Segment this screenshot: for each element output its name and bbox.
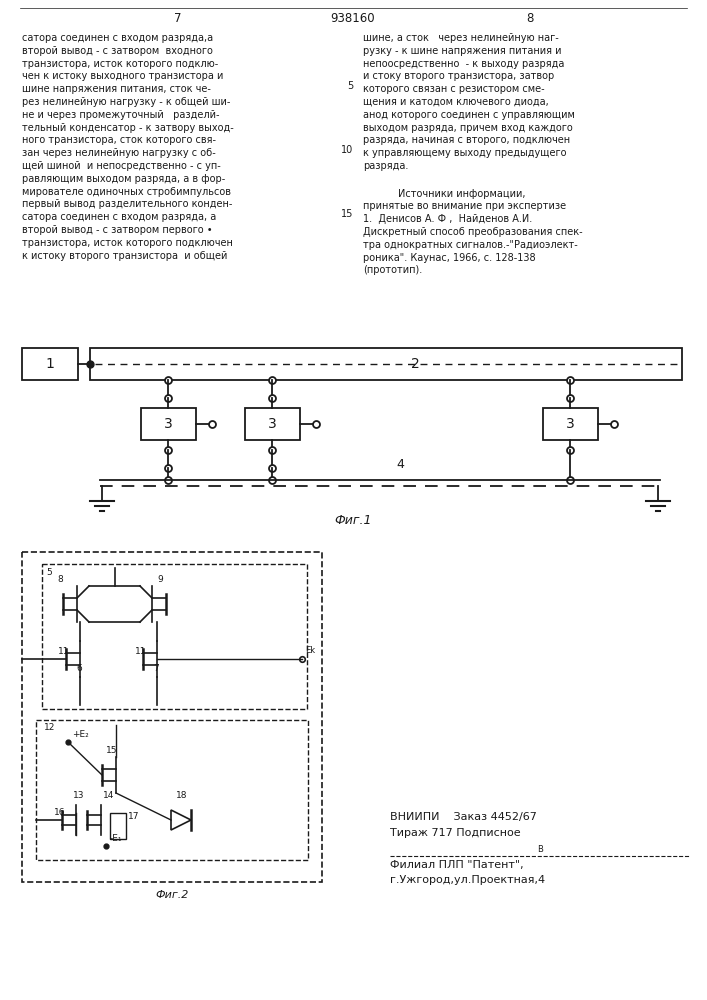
Text: транзистора, исток которого подклю-: транзистора, исток которого подклю- [22, 59, 218, 69]
Text: 15: 15 [106, 746, 117, 755]
Text: анод которого соединен с управляющим: анод которого соединен с управляющим [363, 110, 575, 120]
Text: 1.  Денисов А. Ф ,  Найденов А.И.: 1. Денисов А. Ф , Найденов А.И. [363, 214, 532, 224]
Text: мирователе одиночных стробимпульсов: мирователе одиночных стробимпульсов [22, 187, 231, 197]
Text: не и через промежуточный   разделй-: не и через промежуточный разделй- [22, 110, 219, 120]
Bar [42, 564, 307, 709]
Bar [245, 408, 300, 440]
Text: второй вывод - с затвором первого •: второй вывод - с затвором первого • [22, 225, 213, 235]
Text: Дискретный способ преобразования спек-: Дискретный способ преобразования спек- [363, 227, 583, 237]
Text: 8: 8 [57, 575, 63, 584]
Text: (прототип).: (прототип). [363, 265, 422, 275]
Text: разряда, начиная с второго, подключен: разряда, начиная с второго, подключен [363, 135, 570, 145]
Text: транзистора, исток которого подключен: транзистора, исток которого подключен [22, 238, 233, 248]
Text: 938160: 938160 [331, 12, 375, 25]
Text: разряда.: разряда. [363, 161, 409, 171]
Text: ного транзистора, сток которого свя-: ного транзистора, сток которого свя- [22, 135, 216, 145]
Text: сатора соединен с входом разряда, а: сатора соединен с входом разряда, а [22, 212, 216, 222]
Text: 18: 18 [176, 791, 187, 800]
Text: к истоку второго транзистора  и общей: к истоку второго транзистора и общей [22, 251, 228, 261]
Text: роника". Каунас, 1966, с. 128-138: роника". Каунас, 1966, с. 128-138 [363, 253, 536, 263]
Text: 12: 12 [44, 723, 55, 732]
Bar [542, 408, 597, 440]
Text: г.Ужгород,ул.Проектная,4: г.Ужгород,ул.Проектная,4 [390, 875, 545, 885]
Text: рез нелинейную нагрузку - к общей ши-: рез нелинейную нагрузку - к общей ши- [22, 97, 230, 107]
Text: первый вывод разделительного конден-: первый вывод разделительного конден- [22, 199, 233, 209]
Text: равляющим выходом разряда, а в фор-: равляющим выходом разряда, а в фор- [22, 174, 226, 184]
Text: 11: 11 [58, 647, 69, 656]
Text: 2: 2 [411, 357, 420, 371]
Text: Фиг.1: Фиг.1 [334, 514, 372, 527]
Text: тра однократных сигналов.-"Радиоэлект-: тра однократных сигналов.-"Радиоэлект- [363, 240, 578, 250]
Text: и стоку второго транзистора, затвор: и стоку второго транзистора, затвор [363, 71, 554, 81]
Text: 5: 5 [46, 568, 52, 577]
Text: 16: 16 [54, 808, 66, 817]
Text: 13: 13 [73, 791, 85, 800]
Text: второй вывод - с затвором  входного: второй вывод - с затвором входного [22, 46, 213, 56]
Text: B: B [537, 845, 543, 854]
Polygon shape [171, 810, 191, 830]
Text: зан через нелинейную нагрузку с об-: зан через нелинейную нагрузку с об- [22, 148, 216, 158]
Text: принятые во внимание при экспертизе: принятые во внимание при экспертизе [363, 201, 566, 211]
Text: шине напряжения питания, сток че-: шине напряжения питания, сток че- [22, 84, 211, 94]
Text: 11: 11 [135, 647, 146, 656]
Text: тельный конденсатор - к затвору выход-: тельный конденсатор - к затвору выход- [22, 123, 234, 133]
Text: шине, а сток   через нелинейную наг-: шине, а сток через нелинейную наг- [363, 33, 559, 43]
Text: 7: 7 [174, 12, 182, 25]
Text: Фиг.2: Фиг.2 [156, 890, 189, 900]
Text: выходом разряда, причем вход каждого: выходом разряда, причем вход каждого [363, 123, 573, 133]
Bar [141, 408, 196, 440]
Text: 8: 8 [526, 12, 534, 25]
Bar [36, 720, 308, 860]
Text: 6: 6 [76, 664, 82, 673]
Text: 10: 10 [341, 145, 353, 155]
Text: Источники информации,: Источники информации, [398, 189, 525, 199]
Text: 4: 4 [396, 458, 404, 471]
Bar [90, 348, 682, 380]
Text: чен к истоку выходного транзистора и: чен к истоку выходного транзистора и [22, 71, 223, 81]
Text: -E₁: -E₁ [110, 834, 122, 843]
Bar [22, 348, 78, 380]
Text: щей шиной  и непосредственно - с уп-: щей шиной и непосредственно - с уп- [22, 161, 221, 171]
Text: Филиал ПЛП "Патент",: Филиал ПЛП "Патент", [390, 860, 524, 870]
Text: 3: 3 [163, 417, 173, 431]
Text: которого связан с резистором сме-: которого связан с резистором сме- [363, 84, 544, 94]
Text: 9: 9 [157, 575, 163, 584]
Text: сатора соединен с входом разряда,а: сатора соединен с входом разряда,а [22, 33, 213, 43]
Text: +E₂: +E₂ [72, 730, 89, 739]
Bar [110, 813, 126, 839]
Text: непоосредственно  - к выходу разряда: непоосредственно - к выходу разряда [363, 59, 564, 69]
Text: к управляющему выходу предыдущего: к управляющему выходу предыдущего [363, 148, 566, 158]
Text: 14: 14 [103, 791, 115, 800]
Text: 1: 1 [45, 357, 54, 371]
Text: ВНИИПИ    Заказ 4452/67: ВНИИПИ Заказ 4452/67 [390, 812, 537, 822]
Text: 15: 15 [341, 209, 353, 219]
Text: щения и катодом ключевого диода,: щения и катодом ключевого диода, [363, 97, 549, 107]
Text: Тираж 717 Подписное: Тираж 717 Подписное [390, 828, 520, 838]
Bar [22, 552, 322, 882]
Text: Ek: Ek [305, 646, 315, 655]
Text: 3: 3 [268, 417, 276, 431]
Text: 17: 17 [128, 812, 139, 821]
Text: 5: 5 [346, 81, 353, 91]
Text: 7: 7 [153, 664, 159, 673]
Text: рузку - к шине напряжения питания и: рузку - к шине напряжения питания и [363, 46, 561, 56]
Text: 3: 3 [566, 417, 574, 431]
